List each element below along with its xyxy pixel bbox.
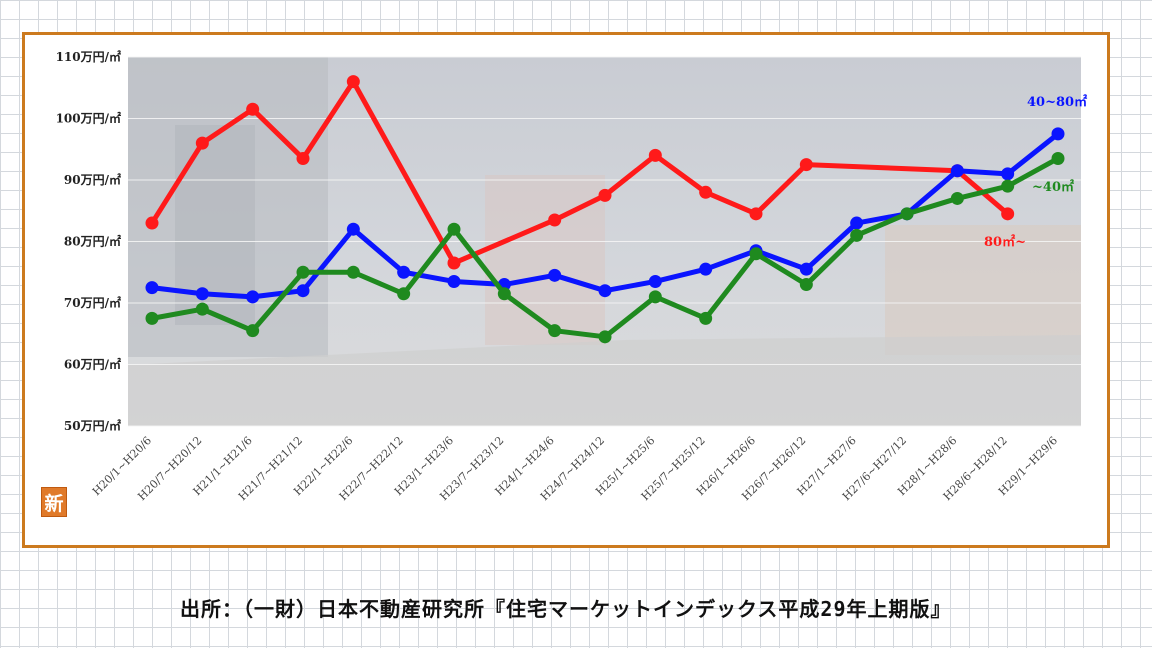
data-point — [1051, 151, 1065, 165]
y-tick-label: 70万円/㎡ — [64, 295, 121, 310]
data-point — [246, 290, 260, 304]
data-point — [749, 247, 763, 261]
series-2 — [145, 151, 1065, 344]
series-label-40-80: 40~80㎡ — [1027, 94, 1087, 110]
data-point — [548, 324, 562, 338]
data-point — [447, 256, 461, 270]
data-point — [699, 311, 713, 325]
data-point — [799, 262, 813, 276]
data-point — [548, 268, 562, 282]
y-tick-label: 90万円/㎡ — [64, 172, 121, 187]
x-axis-ticks: H20/1~H20/6H20/7~H20/12H21/1~H21/6H21/7~… — [90, 434, 1060, 503]
data-point — [1001, 179, 1015, 193]
data-point — [950, 191, 964, 205]
y-tick-label: 110万円/㎡ — [56, 49, 121, 64]
data-point — [548, 213, 562, 227]
data-point — [145, 311, 159, 325]
data-point — [346, 75, 360, 89]
data-point — [346, 222, 360, 236]
data-point — [346, 265, 360, 279]
data-point — [799, 158, 813, 172]
data-point — [447, 222, 461, 236]
data-point — [648, 148, 662, 162]
data-point — [195, 136, 209, 150]
chart-frame: 50万円/㎡ 60万円/㎡ 70万円/㎡ 80万円/㎡ 90万円/㎡ 100万円/㎡ 110… — [22, 32, 1110, 548]
data-point — [950, 164, 964, 178]
series-labels: 40~80㎡ ~40㎡ 80㎡~ — [984, 94, 1087, 250]
data-point — [850, 228, 864, 242]
series-layer — [145, 75, 1065, 344]
data-point — [145, 216, 159, 230]
data-point — [598, 330, 612, 344]
data-point — [648, 290, 662, 304]
y-tick-label: 100万円/㎡ — [56, 111, 121, 126]
data-point — [195, 287, 209, 301]
source-citation: 出所：（一財）日本不動産研究所『住宅マーケットインデックス平成29年上期版』 — [180, 597, 952, 621]
data-point — [598, 284, 612, 298]
data-point — [1001, 207, 1015, 221]
data-point — [900, 207, 914, 221]
data-point — [296, 265, 310, 279]
y-tick-label: 50万円/㎡ — [64, 418, 121, 433]
data-point — [447, 274, 461, 288]
data-point — [497, 287, 511, 301]
y-tick-label: 60万円/㎡ — [64, 357, 121, 372]
data-point — [598, 188, 612, 202]
data-point — [749, 207, 763, 221]
data-point — [145, 281, 159, 295]
series-label-under-40: ~40㎡ — [1032, 179, 1074, 195]
data-point — [699, 262, 713, 276]
data-point — [246, 102, 260, 116]
data-point — [1001, 167, 1015, 181]
series-label-over-80: 80㎡~ — [984, 234, 1026, 250]
series-line — [149, 79, 1011, 266]
data-point — [799, 278, 813, 292]
data-point — [296, 151, 310, 165]
y-tick-label: 80万円/㎡ — [64, 234, 121, 249]
data-point — [296, 284, 310, 298]
publisher-logo-badge: 新 — [41, 487, 67, 517]
data-point — [246, 324, 260, 338]
gridlines — [128, 56, 1081, 427]
data-point — [195, 302, 209, 316]
line-chart: 50万円/㎡ 60万円/㎡ 70万円/㎡ 80万円/㎡ 90万円/㎡ 100万円/㎡ 110… — [56, 49, 1088, 503]
data-point — [397, 265, 411, 279]
data-point — [850, 216, 864, 230]
data-point — [648, 274, 662, 288]
data-point — [699, 185, 713, 199]
data-point — [1051, 127, 1065, 141]
data-point — [397, 287, 411, 301]
y-axis-ticks: 50万円/㎡ 60万円/㎡ 70万円/㎡ 80万円/㎡ 90万円/㎡ 100万円/㎡ 110… — [56, 49, 121, 433]
